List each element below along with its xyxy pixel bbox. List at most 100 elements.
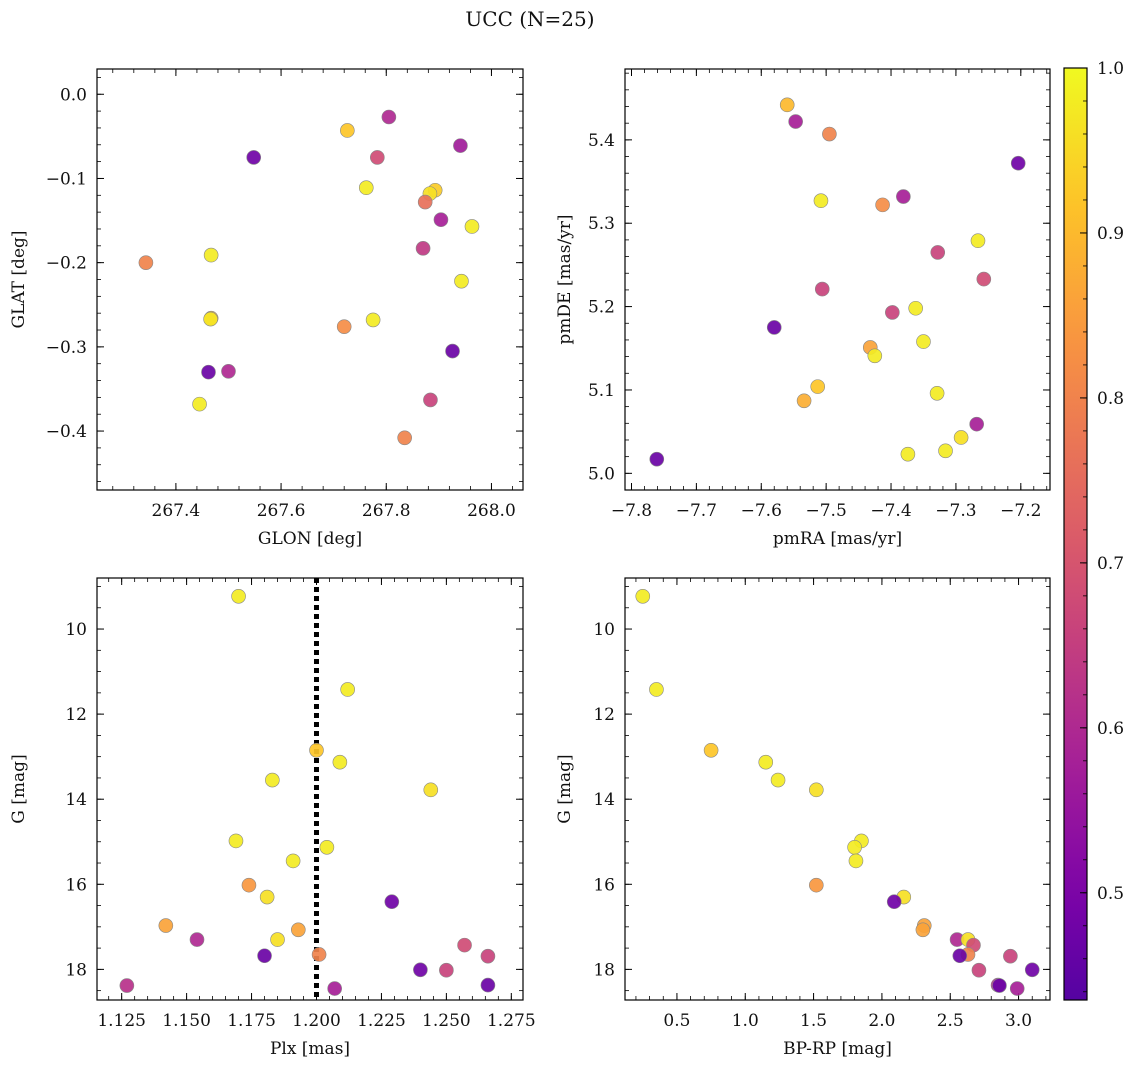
x-tick-label: 1.275 [487,1011,536,1031]
data-point [358,180,374,196]
data-point [953,430,969,445]
x-tick-label: 267.4 [152,501,201,521]
data-point [336,319,352,334]
y-tick-label: 5.2 [588,298,615,318]
data-point [454,273,469,289]
data-point [439,962,454,978]
x-tick-label: 1.200 [292,1011,341,1031]
y-axis-label: G [mag] [555,754,575,823]
data-point [246,150,262,165]
data-point [758,754,774,770]
data-point [231,588,246,604]
panel-glon-glat: 267.4 267.6 267.8 268.0 0.0 −0.1 −0.2 −0.3 −0.4 G… [9,68,524,549]
data-point [1003,948,1018,964]
axes: −7.8 −7.7 −7.6 −7.5 −7.4 −7.3 −7.2 5.0 5.1 5.2 5.3… [555,68,1051,549]
y-tick-label: −0.2 [46,254,87,274]
data-point [1024,962,1040,978]
axes-frame [624,577,1051,1001]
y-axis-label: pmDE [mas/yr] [555,214,575,344]
data-point [417,194,433,210]
colorbar-gradient [1063,67,1088,1001]
x-axis-label: GLON [deg] [258,529,362,549]
panel-color-magnitude: 0.5 1.0 1.5 2.0 2.5 3.0 10 12 14 16 18 BP-RP [mag] G… [555,577,1051,1059]
axes: 267.4 267.6 267.8 268.0 0.0 −0.1 −0.2 −0.3 −0.4 G… [9,68,524,549]
data-point [397,430,412,446]
data-point [915,922,931,938]
panel-parallax-magnitude: 1.125 1.150 1.175 1.200 1.225 1.250 1.275 10 12 1… [9,577,536,1059]
data-point [319,839,335,855]
data-point [929,385,945,401]
data-point [635,588,651,604]
y-tick-label: 16 [593,875,615,895]
data-point [649,682,664,697]
data-point [203,311,218,327]
x-axis-label: BP-RP [mag] [783,1039,892,1059]
data-point [192,396,207,412]
data-point [766,320,782,335]
x-axis-label: pmRA [mas/yr] [773,529,902,549]
y-tick-label: 0.0 [60,85,87,105]
data-point [257,948,272,964]
x-tick-label: −7.6 [741,501,782,521]
axes-frame [624,68,1051,491]
axes: 0.5 1.0 1.5 2.0 2.5 3.0 10 12 14 16 18 BP-RP [mag] G… [555,577,1051,1059]
data-point [384,894,400,910]
data-point [970,233,986,249]
data-point [423,782,439,798]
data-point [992,978,1007,993]
x-tick-label: −7.2 [1000,501,1041,521]
data-point [703,742,719,758]
colorbar-tick-label: 0.8 [1097,389,1124,409]
data-point [976,271,992,287]
data-point [332,754,348,770]
y-tick-label: 18 [65,960,87,980]
data-point [291,922,306,938]
figure-title: UCC (N=25) [465,7,594,31]
y-axis-label: G [mag] [9,754,29,823]
data-point [770,772,786,788]
y-tick-label: 5.1 [588,381,615,401]
x-tick-label: 1.250 [422,1011,471,1031]
y-tick-label: 12 [593,705,615,725]
data-point [158,918,174,933]
y-tick-label: 14 [593,790,615,810]
data-point [847,839,862,855]
data-point [259,889,275,905]
data-point [413,962,428,978]
x-tick-label: 2.5 [937,1011,964,1031]
data-point [241,877,257,893]
x-tick-label: 3.0 [1005,1011,1032,1031]
data-point [822,126,837,142]
colorbar-tick-label: 0.5 [1097,884,1124,904]
data-point [453,138,468,153]
data-point [265,772,280,788]
data-point [886,894,902,910]
x-tick-label: 1.125 [97,1011,146,1031]
data-point [457,937,472,953]
x-tick-label: −7.4 [870,501,911,521]
data-point [221,363,236,379]
colorbar-tick-label: 1.0 [1097,59,1124,79]
y-axis-label: GLAT [deg] [9,230,29,328]
y-tick-label: −0.4 [46,422,87,442]
y-tick-label: 18 [593,960,615,980]
data-point [138,255,154,270]
y-tick-label: 10 [593,620,615,640]
data-point [340,123,355,138]
data-point [445,343,460,359]
data-point [1010,155,1026,171]
y-tick-label: 16 [65,875,87,895]
data-point [867,348,883,364]
data-point [415,241,431,256]
y-tick-label: 5.3 [588,214,615,234]
data-point [311,947,327,962]
data-point [916,334,931,349]
data-point [480,948,496,964]
data-point [327,981,342,996]
data-point [381,109,397,125]
data-point [649,451,665,467]
data-point [938,443,953,459]
y-tick-label: 10 [65,620,87,640]
x-tick-label: 0.5 [663,1011,690,1031]
data-point [848,853,864,869]
